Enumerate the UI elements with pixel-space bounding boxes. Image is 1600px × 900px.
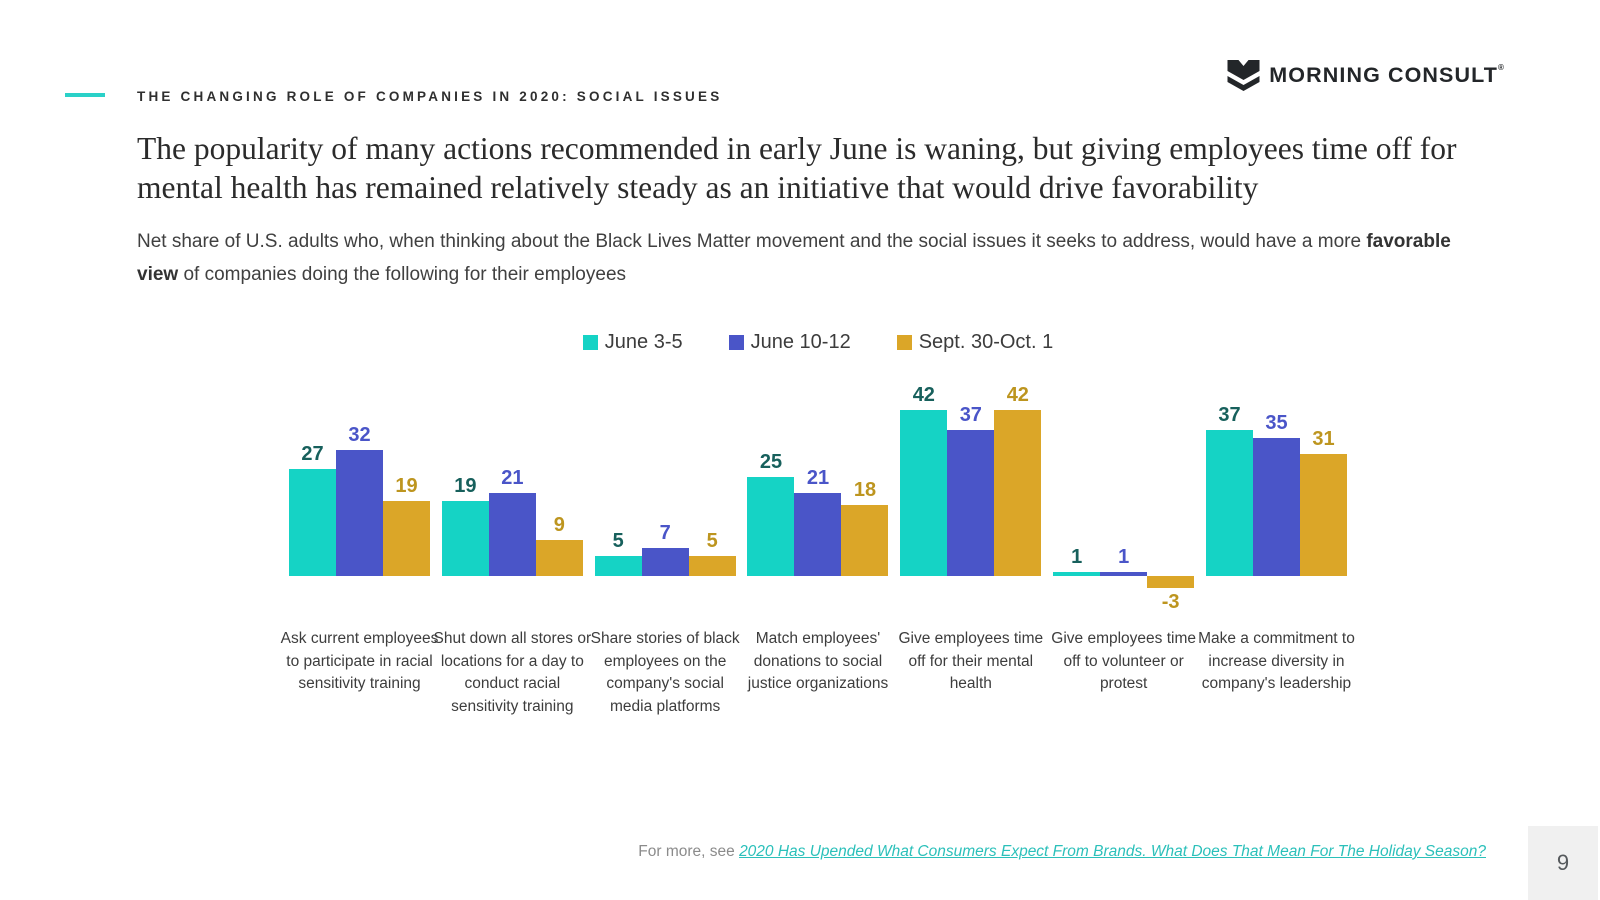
legend-item: Sept. 30-Oct. 1 bbox=[896, 331, 1054, 354]
legend-item: June 3-5 bbox=[582, 331, 683, 354]
legend-label: June 10-12 bbox=[750, 331, 851, 353]
slide-subtitle: Net share of U.S. adults who, when think… bbox=[137, 226, 1472, 291]
category-label: Match employees' donations to social jus… bbox=[747, 630, 889, 692]
bar-value-label: 9 bbox=[553, 514, 565, 536]
bar-value-label: 25 bbox=[759, 451, 783, 473]
category-label: Ask current employees to participate in … bbox=[280, 630, 439, 692]
bars-area: 27 32 19 bbox=[289, 376, 430, 610]
bar-value-label: 19 bbox=[395, 475, 418, 497]
bar bbox=[688, 556, 736, 576]
category-label: Give employees time off to volunteer or … bbox=[1051, 630, 1196, 692]
bar bbox=[383, 501, 430, 576]
legend-swatch-icon bbox=[582, 335, 598, 350]
subtitle-text: of companies doing the following for the… bbox=[178, 263, 627, 285]
bars-area: 42 37 42 bbox=[900, 376, 1042, 610]
bar bbox=[1147, 576, 1195, 588]
bar-value-label: 5 bbox=[706, 530, 718, 552]
bar-value-label: 37 bbox=[1218, 404, 1241, 426]
chart-group: 19 21 9 Shut down all stores or locations f… bbox=[433, 376, 591, 718]
bar-value-label: 32 bbox=[348, 424, 371, 446]
bar bbox=[1205, 430, 1253, 576]
bar bbox=[947, 430, 995, 576]
bar-value-label: 1 bbox=[1071, 546, 1083, 568]
bar bbox=[1252, 438, 1300, 576]
footer-link[interactable]: 2020 Has Upended What Consumers Expect F… bbox=[739, 843, 1486, 860]
bars-area: 1 1 -3 bbox=[1053, 376, 1195, 613]
bars-area: 37 35 31 bbox=[1205, 376, 1347, 610]
bar-value-label: 42 bbox=[912, 384, 935, 406]
bar-value-label: 35 bbox=[1265, 412, 1288, 434]
category-label: Shut down all stores or locations for a … bbox=[433, 630, 592, 715]
chart-legend: June 3-5 June 10-12 Sept. 30-Oct. 1 bbox=[289, 331, 1347, 354]
legend-label: June 3-5 bbox=[604, 331, 683, 353]
bars-area: 5 7 5 bbox=[594, 376, 736, 610]
bar bbox=[900, 410, 948, 576]
chart-group: 27 32 19 Ask current employees to participa… bbox=[281, 376, 439, 718]
legend-item: June 10-12 bbox=[728, 331, 851, 354]
legend-swatch-icon bbox=[728, 335, 744, 350]
bar bbox=[1100, 572, 1148, 576]
morning-consult-logo-icon bbox=[1227, 60, 1260, 91]
subtitle-bold-text: favorable view bbox=[137, 231, 1451, 285]
bar bbox=[289, 469, 336, 576]
chart-group: 37 35 31 Make a commitment to increase dive… bbox=[1198, 376, 1355, 718]
bar-value-label: 5 bbox=[612, 530, 624, 552]
bar-value-label: 37 bbox=[959, 404, 982, 426]
category-label: Make a commitment to increase diversity … bbox=[1198, 630, 1355, 692]
bar-value-label: 1 bbox=[1118, 546, 1130, 568]
logo: MORNING CONSULT® bbox=[1227, 60, 1505, 91]
page-number: 9 bbox=[1556, 850, 1570, 875]
slide-title: The popularity of many actions recommend… bbox=[137, 131, 1457, 205]
bar-value-label: 21 bbox=[806, 467, 830, 489]
bar-value-label: 31 bbox=[1312, 428, 1335, 450]
bar bbox=[441, 501, 489, 576]
subtitle-text: Net share of U.S. adults who, when think… bbox=[137, 231, 1367, 252]
bar bbox=[1053, 572, 1101, 576]
bar bbox=[488, 493, 536, 576]
chart-group: 42 37 42 Give employees time off for their … bbox=[898, 376, 1043, 718]
trademark-symbol: ® bbox=[1498, 63, 1505, 72]
chart-group: 5 7 5 Share stories of black employees on t… bbox=[591, 376, 740, 718]
accent-line bbox=[65, 93, 105, 97]
category-label: Give employees time off for their mental… bbox=[898, 630, 1044, 692]
bar-value-label: 42 bbox=[1006, 384, 1029, 406]
bars-area: 19 21 9 bbox=[441, 376, 583, 610]
category-label: Share stories of black employees on the … bbox=[590, 630, 740, 715]
chart-group: 1 1 -3 Give employees time off to volunteer… bbox=[1051, 376, 1196, 718]
chart-group: 25 21 18 Match employees' donations to soci… bbox=[747, 376, 889, 718]
bar-chart: 27 32 19 Ask current employees to participa… bbox=[281, 376, 1355, 718]
bar bbox=[535, 540, 583, 576]
bar bbox=[994, 410, 1042, 576]
bar bbox=[747, 477, 795, 576]
bar-value-label: 18 bbox=[853, 479, 877, 501]
bar-value-label: 21 bbox=[501, 467, 524, 489]
footer-note: For more, see 2020 Has Upended What Cons… bbox=[638, 843, 1486, 861]
page-number-badge: 9 bbox=[1528, 826, 1598, 900]
eyebrow-label: THE CHANGING ROLE OF COMPANIES IN 2020: … bbox=[137, 89, 723, 104]
legend-label: Sept. 30-Oct. 1 bbox=[918, 331, 1054, 353]
footer-prefix: For more, see bbox=[638, 843, 740, 860]
bar-value-label: -3 bbox=[1161, 591, 1180, 613]
bar-value-label: 19 bbox=[454, 475, 477, 497]
legend-swatch-icon bbox=[896, 335, 912, 350]
bar bbox=[841, 505, 889, 576]
bars-area: 25 21 18 bbox=[747, 376, 889, 610]
bar-value-label: 27 bbox=[301, 443, 324, 465]
bar bbox=[336, 450, 383, 576]
bar bbox=[594, 556, 642, 576]
logo-wordmark: MORNING CONSULT® bbox=[1269, 63, 1505, 87]
bar-value-label: 7 bbox=[659, 522, 671, 544]
bar bbox=[794, 493, 842, 576]
bar bbox=[1299, 454, 1347, 576]
bar bbox=[641, 548, 689, 576]
